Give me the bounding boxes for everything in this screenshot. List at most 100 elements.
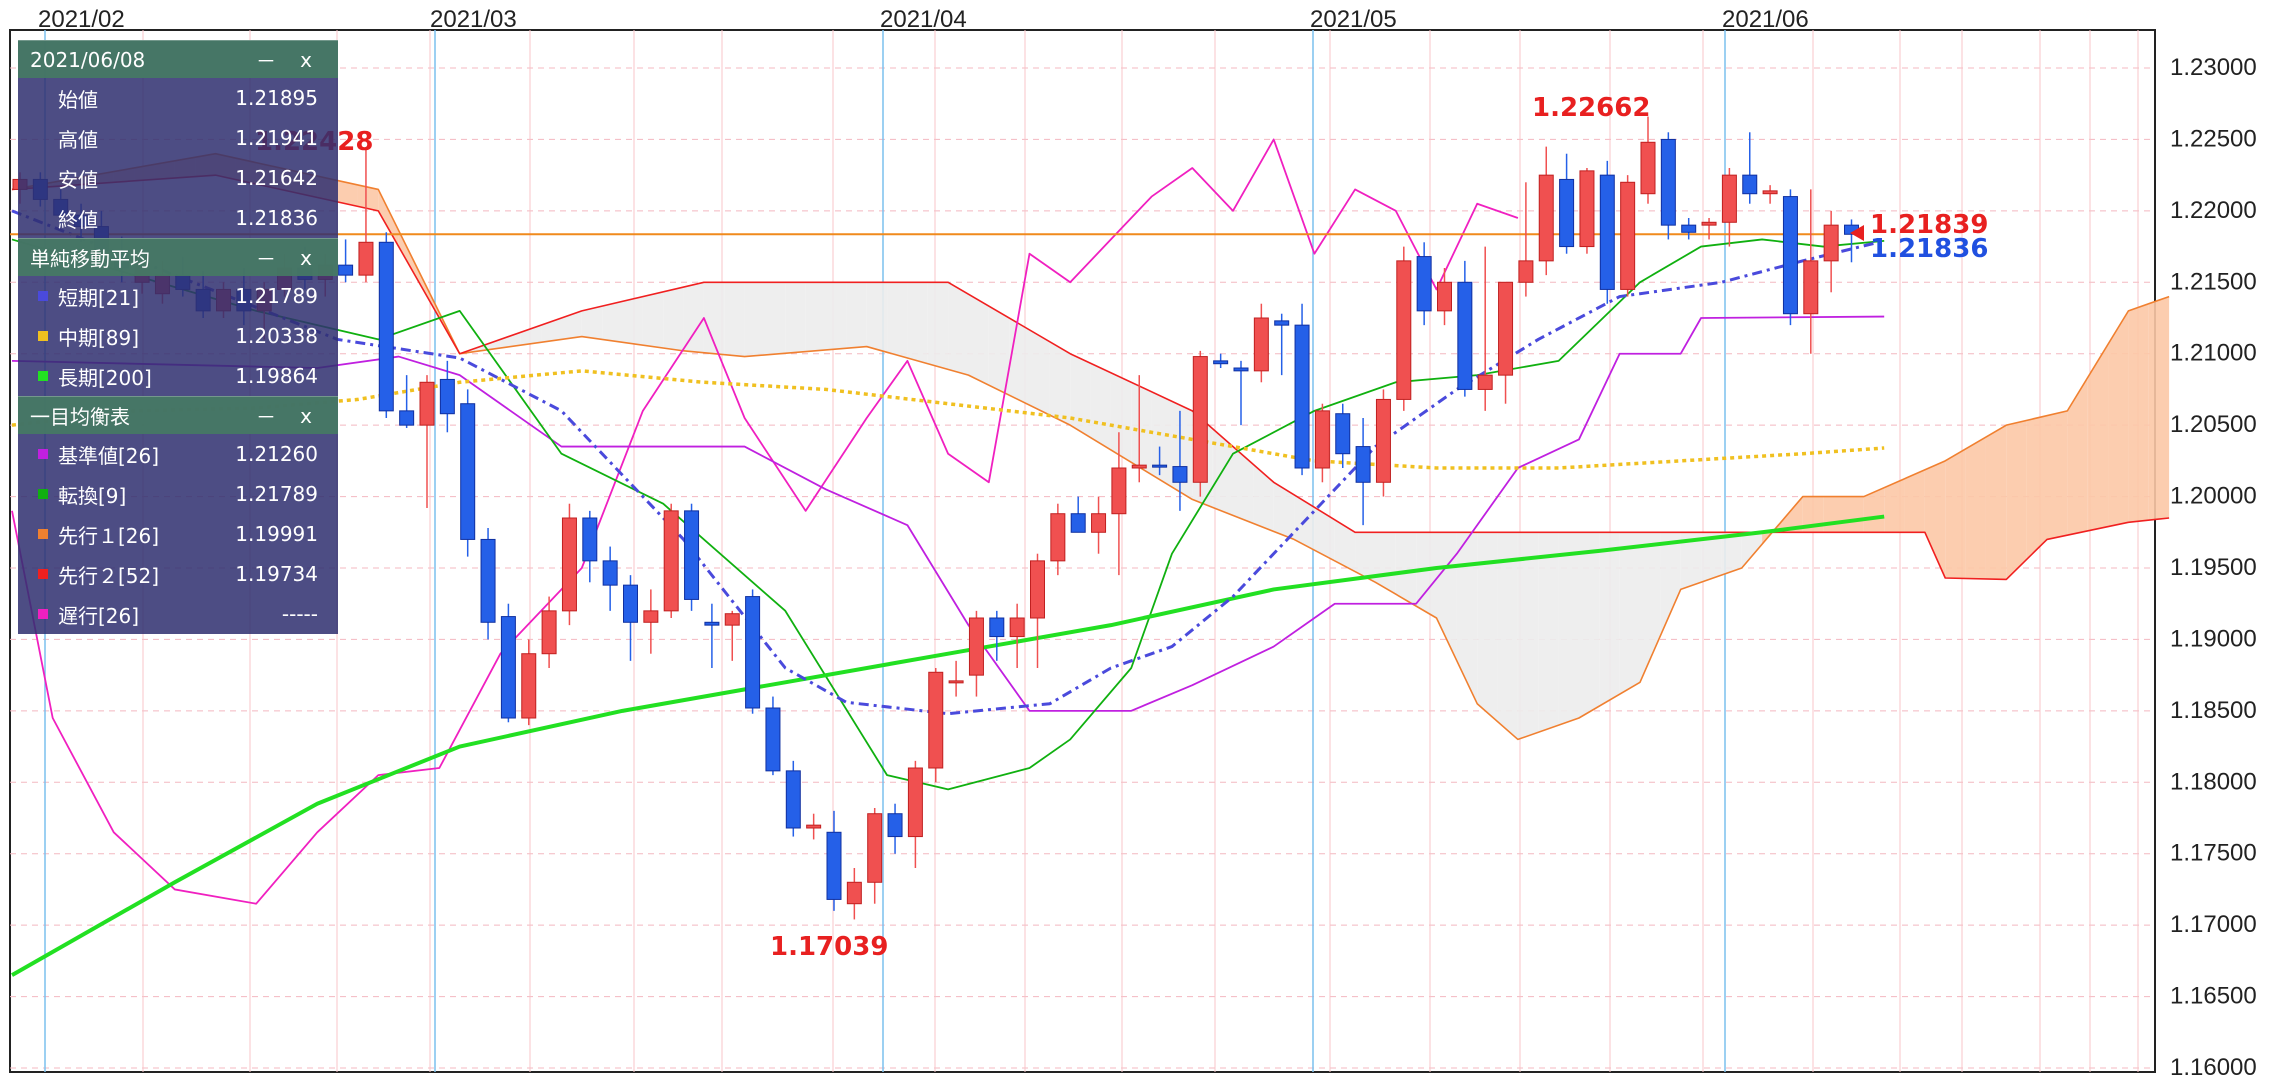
ichimoku-cloud-segment [622,296,643,346]
candle-body [1335,413,1351,455]
y-tick-label: 1.21000 [2170,340,2257,367]
candle-body [358,241,374,276]
y-tick-label: 1.18000 [2170,768,2257,795]
ichimoku-cloud-segment [785,282,806,354]
candle-body [1701,221,1717,226]
ichimoku-cloud-segment [2026,415,2047,560]
ichimoku-row: 転換[9] 1.21789 [18,474,338,514]
y-tick-label: 1.19500 [2170,554,2257,581]
y-tick-label: 1.22500 [2170,125,2257,152]
series-line [11,315,1885,712]
sma-row: 短期[21] 1.21789 [18,276,338,316]
candle-body [1355,446,1371,483]
series-line [11,514,1885,977]
x-tick-label: 2021/04 [880,6,967,33]
ichimoku-value: 1.21260 [235,442,318,466]
sma-value: 1.20338 [235,324,318,348]
ichimoku-cloud-segment [1273,482,1295,540]
close-button[interactable]: x [300,403,312,428]
ichimoku-title: 一目均衡表 [30,405,130,429]
ichimoku-cloud-segment [805,282,826,352]
ichimoku-section: 基準値[26] 1.21260 転換[9] 1.21789 先行１[26] 1.199… [18,434,338,634]
sma-row: 長期[200] 1.19864 [18,356,338,396]
ichimoku-cloud-segment [1151,391,1172,488]
ichimoku-value: 1.19734 [235,562,318,586]
ichimoku-cloud-segment [1517,532,1539,740]
x-tick-label: 2021/02 [38,6,125,33]
sma-label: 短期[21] [58,285,140,310]
y-tick-label: 1.18500 [2170,697,2257,724]
close-button[interactable]: x [300,47,312,72]
ichimoku-cloud-segment [1355,532,1376,583]
ichimoku-value: ----- [281,602,318,626]
ichimoku-label: 転換[9] [58,483,127,508]
candle-body [1437,281,1452,312]
bid-price-label: 1.21836 [1870,234,1988,264]
candle-body [419,381,435,426]
ichimoku-cloud-segment [1904,469,1925,533]
ohlc-value: 1.21941 [235,126,318,150]
ichimoku-cloud-segment [1619,532,1640,695]
ichimoku-header: 一目均衡表 － x [18,396,338,434]
candle-body [846,881,862,905]
ichimoku-cloud-segment [1924,460,1946,578]
candle-body [1375,398,1391,483]
ichimoku-cloud-segment [1029,329,1050,416]
ichimoku-cloud-segment [724,282,745,357]
candle-body [1498,281,1514,376]
minimize-button[interactable]: － [256,405,276,429]
sma-value: 1.19864 [235,364,318,388]
candle-body [826,831,842,900]
candle-body [1416,256,1432,312]
candle-body [1721,174,1737,223]
ohlc-row: 高値 1.21941 [18,118,338,158]
ichimoku-label: 遅行[26] [58,603,140,628]
ichimoku-value: 1.19991 [235,522,318,546]
ichimoku-row: 基準値[26] 1.21260 [18,434,338,474]
low-price-label: 1.17039 [770,932,888,962]
ichimoku-cloud-segment [846,282,867,349]
sma-section: 短期[21] 1.21789 中期[89] 1.20338 長期[200] 1.198… [18,276,338,396]
ichimoku-cloud-segment [1945,448,1966,579]
candle-body [968,617,984,676]
ichimoku-label: 先行２[52] [58,563,160,588]
ichimoku-cloud-segment [2128,303,2149,523]
ichimoku-row: 先行１[26] 1.19991 [18,514,338,554]
candle-body [1681,224,1697,233]
candle-body [1314,410,1330,469]
legend-swatch [38,449,48,459]
candle-body [1233,367,1249,372]
candle-body [1579,170,1595,248]
ichimoku-cloud-segment [1314,507,1335,561]
candle-body [989,617,1005,638]
close-button[interactable]: x [300,245,312,270]
legend-swatch [38,569,48,579]
ichimoku-cloud-segment [1131,382,1152,475]
minimize-button[interactable]: － [256,247,276,271]
candle-body [1091,513,1107,533]
legend-swatch [38,371,48,381]
candle-body [1111,467,1127,515]
sma-label: 長期[200] [58,365,152,390]
candle-body [1538,174,1554,262]
minimize-button[interactable]: － [256,49,276,73]
ichimoku-cloud-segment [357,184,379,211]
candle-body [704,621,720,626]
candle-body [1559,178,1575,248]
ichimoku-cloud-segment [1416,532,1437,618]
ichimoku-cloud-segment [1721,532,1742,576]
sma-row: 中期[89] 1.20338 [18,316,338,356]
ichimoku-row: 先行２[52] 1.19734 [18,554,338,594]
ichimoku-cloud-segment [1070,353,1091,438]
candle-body [500,616,516,719]
ichimoku-cloud-segment [764,282,786,355]
ichimoku-cloud-segment [948,282,969,376]
ichimoku-cloud-segment [1701,532,1722,583]
date-title: 2021/06/08 [30,47,146,72]
ichimoku-cloud-segment [1090,363,1111,450]
candle-body [1518,260,1534,283]
ichimoku-cloud-segment [1497,532,1518,740]
ichimoku-cloud-segment [1863,487,1885,533]
legend-swatch [38,291,48,301]
